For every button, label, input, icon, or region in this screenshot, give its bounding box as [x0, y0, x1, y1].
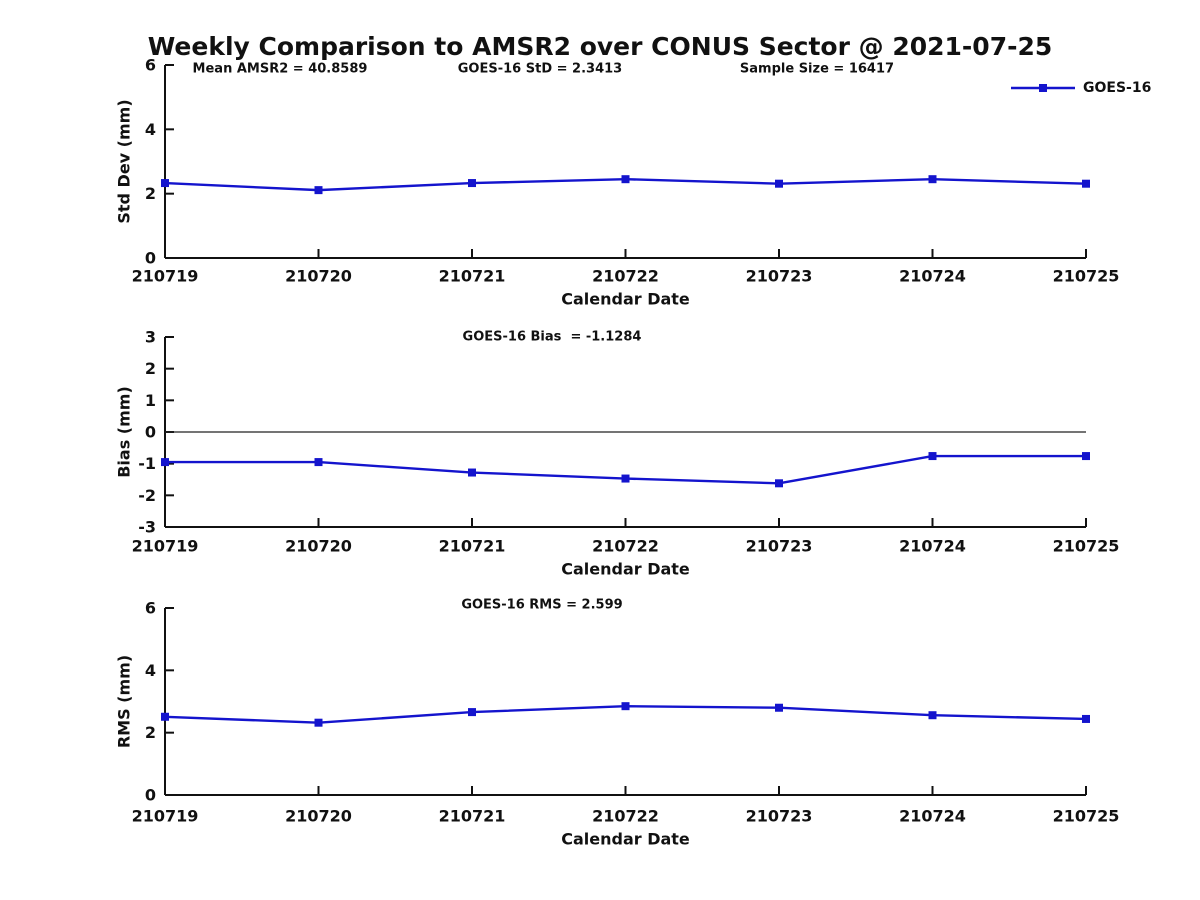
x-tick-label: 210719	[132, 537, 199, 556]
y-tick-label: 0	[145, 423, 156, 442]
data-point	[928, 175, 937, 184]
x-tick-label: 210721	[439, 537, 506, 556]
legend: GOES-16	[1010, 80, 1151, 96]
y-tick-label: 2	[145, 359, 156, 378]
y-axis-title: Std Dev (mm)	[115, 99, 134, 223]
y-tick-label: 2	[145, 723, 156, 742]
x-tick-label: 210720	[285, 267, 352, 286]
y-tick-label: 6	[145, 599, 156, 618]
data-point	[621, 474, 630, 483]
legend-label: GOES-16	[1083, 80, 1152, 96]
y-tick-label: 4	[145, 661, 156, 680]
x-tick-label: 210725	[1053, 537, 1120, 556]
annotation: GOES-16 Bias = -1.1284	[463, 330, 642, 345]
legend-marker	[1011, 84, 1075, 92]
data-point	[1082, 179, 1090, 188]
x-tick-label: 210719	[132, 807, 199, 826]
data-point	[775, 479, 783, 488]
x-tick-label: 210724	[899, 807, 966, 826]
x-tick-label: 210723	[746, 807, 813, 826]
annotation: GOES-16 StD = 2.3413	[458, 62, 622, 77]
x-axis-title: Calendar Date	[561, 560, 690, 579]
data-point	[314, 718, 323, 727]
y-tick-label: 4	[145, 120, 156, 139]
annotation: Sample Size = 16417	[740, 62, 894, 77]
x-tick-label: 210721	[439, 267, 506, 286]
x-axis-title: Calendar Date	[561, 830, 690, 849]
data-point	[314, 458, 323, 467]
y-tick-label: 0	[145, 786, 156, 805]
annotation: GOES-16 RMS = 2.599	[461, 598, 622, 613]
data-point	[621, 702, 630, 711]
data-point	[928, 452, 937, 461]
x-tick-label: 210720	[285, 537, 352, 556]
data-point	[1082, 452, 1090, 461]
data-point	[161, 179, 169, 188]
x-tick-label: 210722	[592, 537, 659, 556]
data-point	[468, 708, 476, 717]
y-tick-label: 6	[145, 56, 156, 75]
x-tick-label: 210722	[592, 267, 659, 286]
y-tick-label: -3	[138, 518, 156, 537]
y-axis-title: RMS (mm)	[115, 655, 134, 748]
x-tick-label: 210724	[899, 267, 966, 286]
data-point	[775, 703, 783, 712]
x-tick-label: 210725	[1053, 267, 1120, 286]
x-tick-label: 210723	[746, 267, 813, 286]
y-axis-title: Bias (mm)	[115, 386, 134, 478]
x-tick-label: 210724	[899, 537, 966, 556]
x-axis-title: Calendar Date	[561, 290, 690, 309]
y-tick-label: -2	[138, 486, 156, 505]
data-point	[1082, 714, 1090, 723]
data-point	[468, 468, 476, 477]
data-point	[928, 711, 937, 720]
x-tick-label: 210725	[1053, 807, 1120, 826]
y-tick-label: -1	[138, 454, 156, 473]
y-tick-label: 0	[145, 249, 156, 268]
data-point	[621, 175, 630, 184]
x-tick-label: 210723	[746, 537, 813, 556]
data-point	[775, 179, 783, 188]
x-tick-label: 210722	[592, 807, 659, 826]
rms-chart: 0 2 4 6 210719 210720 210721 210722 210723 210724…	[115, 598, 1120, 849]
y-tick-label: 1	[145, 391, 156, 410]
x-tick-label: 210721	[439, 807, 506, 826]
x-tick-label: 210719	[132, 267, 199, 286]
y-tick-label: 3	[145, 328, 156, 347]
bias-chart: -3 -2 -1 0 1 2 3 210719 210720 210721 210722 210723…	[115, 328, 1120, 579]
data-point	[161, 712, 169, 721]
y-tick-label: 2	[145, 184, 156, 203]
stddev-chart: 0 2 4 6 210719 210720 210721 210722 210723 210724…	[115, 56, 1120, 309]
annotation: Mean AMSR2 = 40.8589	[193, 62, 368, 77]
figure-title: Weekly Comparison to AMSR2 over CONUS Se…	[147, 32, 1053, 61]
data-point	[161, 458, 169, 467]
x-tick-label: 210720	[285, 807, 352, 826]
data-point	[468, 179, 476, 188]
data-point	[314, 186, 323, 195]
